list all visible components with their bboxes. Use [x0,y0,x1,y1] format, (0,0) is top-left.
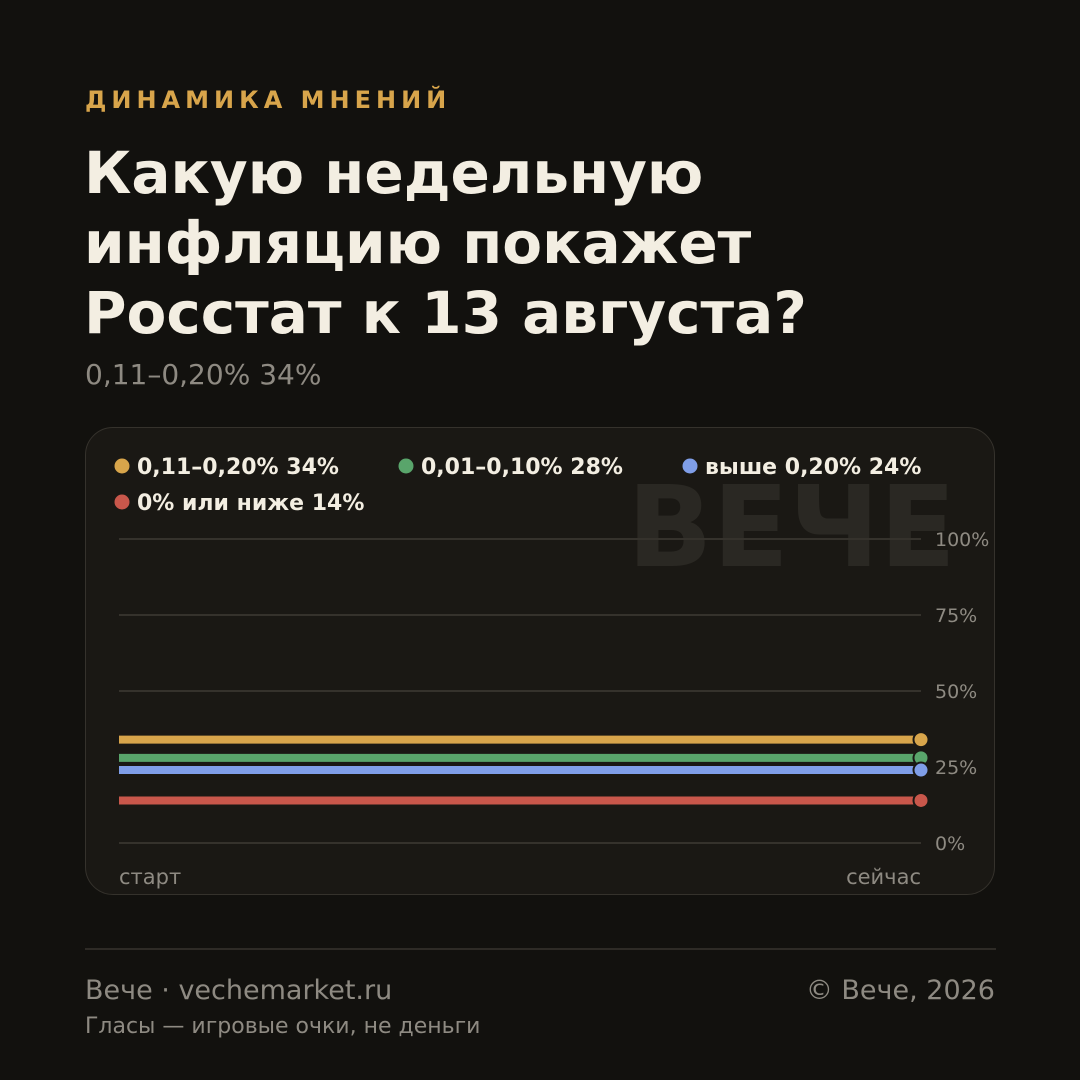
footer-copyright: © Вече, 2026 [805,975,995,1006]
legend-swatch [682,458,698,474]
y-tick-label: 25% [935,757,977,779]
legend: 0,11–0,20% 34% 0,01–0,10% 28% выше 0,20% 2… [114,455,921,516]
x-tick-label: сейчас [846,865,921,889]
footer-divider [85,948,996,950]
x-tick-label: старт [119,865,181,889]
series-end-marker [912,791,930,809]
y-tick-label: 50% [935,681,977,703]
series-lines [119,731,930,809]
series-end-marker [912,761,930,779]
y-tick-label: 100% [935,529,989,551]
footer-disclaimer: Гласы — игровые очки, не деньги [85,1014,481,1039]
legend-swatch [114,458,130,474]
watermark-logo: ВЕЧЕ [627,463,956,593]
legend-swatch [114,494,130,510]
leading-answer-summary: 0,11–0,20% 34% [85,358,322,391]
opinion-dynamics-chart: ВЕЧЕ 0,11–0,20% 34% 0,01–0,10% 28% выше 0,… [114,455,989,889]
y-tick-label: 75% [935,605,977,627]
y-tick-label: 0% [935,833,965,855]
section-kicker: ДИНАМИКА МНЕНИЙ [85,86,452,114]
chart-card: ВЕЧЕ 0,11–0,20% 34% 0,01–0,10% 28% выше 0,… [85,427,995,895]
legend-label: 0% или ниже 14% [137,491,364,516]
axis-labels: 0% 25% 50% 75% 100% старт сейчас [119,529,989,889]
footer-site-link[interactable]: Вече · vechemarket.ru [85,975,393,1006]
legend-label: 0,11–0,20% 34% [137,455,339,480]
series-end-marker [912,731,930,749]
legend-label: выше 0,20% 24% [705,455,921,480]
legend-swatch [398,458,414,474]
page-title: Какую недельную инфляцию покажет Росстат… [84,139,807,347]
legend-label: 0,01–0,10% 28% [421,455,623,480]
